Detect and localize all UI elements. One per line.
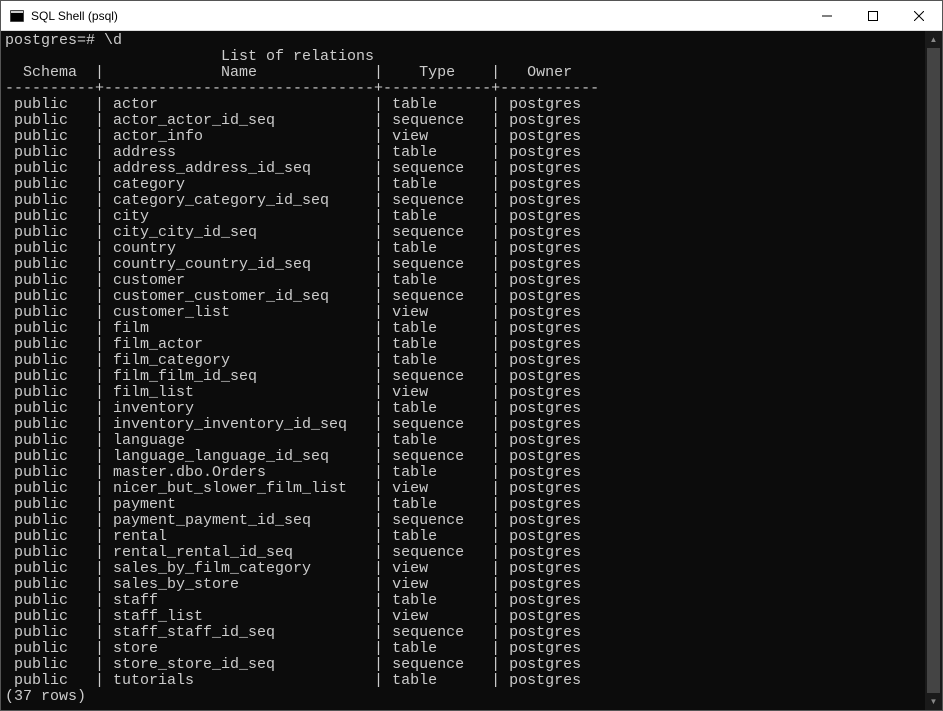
minimize-button[interactable] bbox=[804, 1, 850, 30]
close-button[interactable] bbox=[896, 1, 942, 30]
window-controls bbox=[804, 1, 942, 30]
scroll-track[interactable] bbox=[925, 48, 942, 693]
app-icon bbox=[9, 8, 25, 24]
window-frame: SQL Shell (psql) postgres=# \d List of r… bbox=[0, 0, 943, 711]
titlebar[interactable]: SQL Shell (psql) bbox=[1, 1, 942, 31]
scroll-down-arrow[interactable]: ▼ bbox=[925, 693, 942, 710]
terminal-output[interactable]: postgres=# \d List of relations Schema |… bbox=[1, 31, 925, 710]
window-title: SQL Shell (psql) bbox=[31, 9, 804, 23]
scroll-thumb[interactable] bbox=[927, 48, 940, 693]
maximize-button[interactable] bbox=[850, 1, 896, 30]
terminal-wrap: postgres=# \d List of relations Schema |… bbox=[1, 31, 942, 710]
scroll-up-arrow[interactable]: ▲ bbox=[925, 31, 942, 48]
scrollbar[interactable]: ▲ ▼ bbox=[925, 31, 942, 710]
